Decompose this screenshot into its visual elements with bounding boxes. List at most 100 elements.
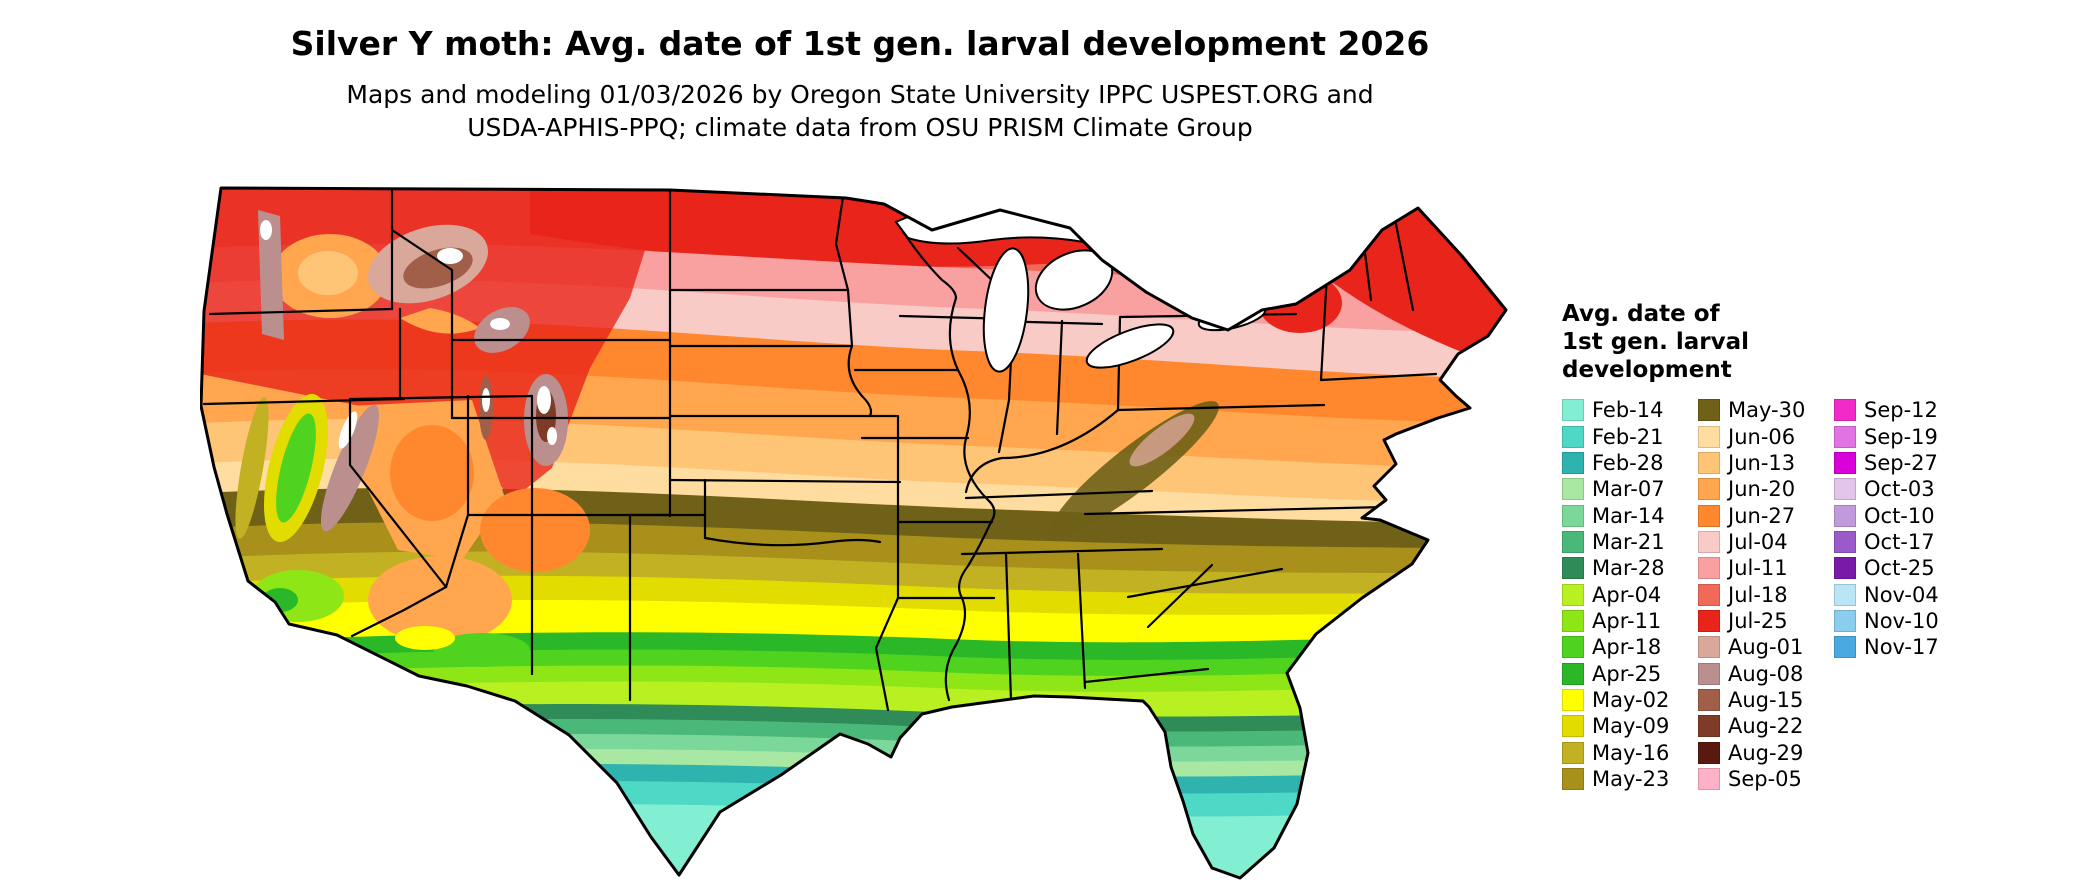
legend-entry: May-30 bbox=[1698, 397, 1834, 423]
legend-title-line2: 1st gen. larval bbox=[1562, 329, 1750, 355]
legend-entry: Nov-17 bbox=[1834, 634, 1970, 660]
legend-swatch bbox=[1698, 741, 1720, 764]
legend-entry-label: May-23 bbox=[1592, 766, 1670, 791]
map-band-feb-14 bbox=[201, 803, 1506, 878]
state-border-line bbox=[1319, 372, 1438, 382]
legend-swatch bbox=[1562, 767, 1584, 790]
legend-swatch bbox=[1698, 636, 1720, 659]
legend-entry-label: Mar-14 bbox=[1592, 503, 1665, 528]
ca-coast-range bbox=[235, 397, 269, 539]
legend-swatch bbox=[1562, 399, 1584, 422]
sierra-ridge bbox=[320, 404, 380, 532]
map-shape bbox=[395, 626, 455, 650]
legend-entry-label: Mar-28 bbox=[1592, 556, 1665, 581]
state-border-line bbox=[1004, 552, 1013, 702]
legend-swatch bbox=[1562, 451, 1584, 474]
legend-entry-label: Feb-21 bbox=[1592, 424, 1664, 449]
legend-swatch bbox=[1698, 609, 1720, 632]
legend-entry-label: Aug-01 bbox=[1728, 635, 1804, 660]
legend-swatch bbox=[1834, 504, 1856, 527]
map-shape bbox=[298, 251, 358, 295]
legend-entry-label: Aug-22 bbox=[1728, 714, 1804, 739]
legend-entry-label: Apr-04 bbox=[1592, 582, 1662, 607]
legend-entry-label: Sep-12 bbox=[1864, 398, 1938, 423]
legend-entry-label: Jun-27 bbox=[1728, 503, 1796, 528]
cascades-ridge bbox=[258, 210, 284, 340]
legend-columns: Feb-14 Feb-21 Feb-28 Mar-07 Mar-14 Mar-21 Mar-… bbox=[1562, 397, 1992, 792]
legend-swatch bbox=[1698, 451, 1720, 474]
map-band-mar-14 bbox=[201, 733, 1506, 878]
legend-entry-label: May-30 bbox=[1728, 398, 1806, 423]
state-borders bbox=[202, 188, 1438, 712]
az-border-green bbox=[434, 633, 530, 667]
legend-entry: May-09 bbox=[1562, 713, 1698, 739]
legend-entry: Nov-10 bbox=[1834, 608, 1970, 634]
legend-swatch bbox=[1834, 557, 1856, 580]
state-border-line bbox=[964, 489, 1154, 500]
map-shape bbox=[1129, 413, 1195, 467]
legend-title: Avg. date of 1st gen. larval development bbox=[1562, 300, 1992, 384]
legend-entry-label: Jul-04 bbox=[1728, 529, 1788, 554]
legend-entry-label: Feb-14 bbox=[1592, 398, 1664, 423]
legend-entry: Jul-18 bbox=[1698, 581, 1834, 607]
legend-swatch bbox=[1698, 557, 1720, 580]
snow-patch bbox=[547, 427, 557, 445]
southern-arizona bbox=[368, 556, 512, 644]
state-border-line bbox=[960, 547, 1164, 556]
legend-entry: Jun-20 bbox=[1698, 476, 1834, 502]
legend-entry: Sep-12 bbox=[1834, 397, 1970, 423]
legend-entry: Apr-11 bbox=[1562, 608, 1698, 634]
map-subtitle-line2: USDA-APHIS-PPQ; climate data from OSU PR… bbox=[467, 113, 1253, 142]
legend-entry-label: Apr-18 bbox=[1592, 635, 1662, 660]
legend-entry-label: Sep-05 bbox=[1728, 766, 1802, 791]
legend-swatch bbox=[1698, 504, 1720, 527]
legend-entry: May-02 bbox=[1562, 687, 1698, 713]
legend-entry: Jul-25 bbox=[1698, 608, 1834, 634]
central-valley bbox=[276, 413, 316, 523]
legend-entry-label: Apr-25 bbox=[1592, 661, 1662, 686]
legend-swatch bbox=[1698, 715, 1720, 738]
legend-swatch bbox=[1698, 425, 1720, 448]
four-corners bbox=[480, 488, 590, 572]
state-border-line bbox=[350, 585, 448, 638]
legend-entry-label: Nov-04 bbox=[1864, 582, 1939, 607]
legend-entry: Oct-17 bbox=[1834, 529, 1970, 555]
legend-entry: Apr-25 bbox=[1562, 660, 1698, 686]
legend-entry-label: Oct-17 bbox=[1864, 529, 1935, 554]
us-outline bbox=[199, 186, 1508, 880]
state-border-line bbox=[1146, 563, 1214, 629]
snow-patch bbox=[437, 248, 463, 264]
legend-entry-label: Jul-25 bbox=[1728, 608, 1788, 633]
legend-entry: Jun-27 bbox=[1698, 502, 1834, 528]
lake-erie bbox=[1085, 323, 1175, 369]
legend-entry: Sep-27 bbox=[1834, 450, 1970, 476]
legend-swatch bbox=[1698, 583, 1720, 606]
legend-swatch bbox=[1698, 662, 1720, 685]
state-border-line bbox=[668, 478, 902, 484]
snow-patch bbox=[338, 411, 358, 449]
state-border-line bbox=[1076, 552, 1087, 690]
legend-entry-label: Sep-19 bbox=[1864, 424, 1938, 449]
state-border-line bbox=[834, 188, 850, 292]
legend-entry: May-23 bbox=[1562, 766, 1698, 792]
legend-entry-label: Jul-18 bbox=[1728, 582, 1788, 607]
legend-entry-label: Aug-29 bbox=[1728, 740, 1804, 765]
legend-title-line1: Avg. date of bbox=[1562, 301, 1720, 327]
legend-swatch bbox=[1698, 530, 1720, 553]
legend-swatch bbox=[1562, 425, 1584, 448]
legend-entry: Aug-29 bbox=[1698, 739, 1834, 765]
map-subtitle-line1: Maps and modeling 01/03/2026 by Oregon S… bbox=[346, 80, 1374, 109]
map-band-mar-21 bbox=[201, 718, 1506, 878]
state-border-line bbox=[390, 228, 454, 342]
map-header: Silver Y moth: Avg. date of 1st gen. lar… bbox=[0, 0, 1720, 144]
legend-entry: Sep-05 bbox=[1698, 766, 1834, 792]
legend-entry: Apr-18 bbox=[1562, 634, 1698, 660]
legend-column-2: May-30 Jun-06 Jun-13 Jun-20 Jun-27 Jul-04 Jul-… bbox=[1698, 397, 1834, 792]
state-border-line bbox=[964, 408, 1120, 494]
legend-entry: Aug-15 bbox=[1698, 687, 1834, 713]
snow-patch bbox=[482, 388, 490, 412]
lake-michigan bbox=[982, 247, 1030, 373]
legend-swatch bbox=[1562, 636, 1584, 659]
legend-swatch bbox=[1698, 399, 1720, 422]
legend-swatch bbox=[1834, 478, 1856, 501]
